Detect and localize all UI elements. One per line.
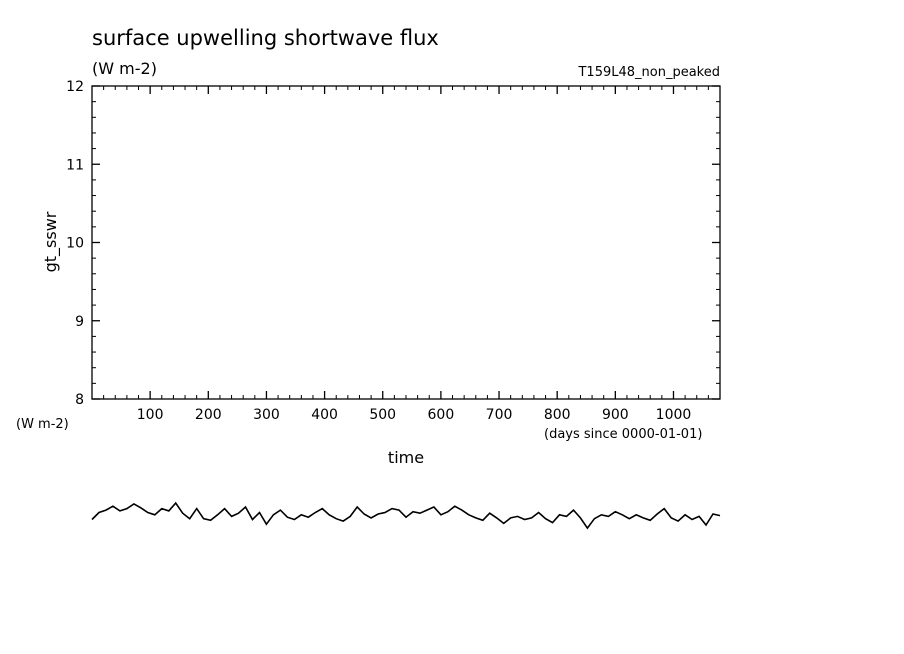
minor-ticks [92,86,720,399]
y-units-label: (W m-2) [16,417,69,432]
x-tick-label: 200 [195,407,222,423]
y-tick-label: 8 [75,392,84,408]
x-tick-label: 900 [602,407,629,423]
y-tick-label: 9 [75,314,84,330]
x-units-label: (days since 0000-01-01) [544,427,702,442]
chart-title: surface upwelling shortwave flux [92,26,439,50]
x-tick-label: 600 [428,407,455,423]
y-tick-label: 10 [66,236,84,252]
series-line [91,501,721,530]
units-label: (W m-2) [92,59,157,78]
x-tick-label: 100 [137,407,164,423]
y-axis-ticks: 8 9 10 11 12 [66,79,720,408]
x-tick-label: 400 [311,407,338,423]
plot-frame [91,85,721,400]
x-tick-label: 300 [253,407,280,423]
x-tick-label: 500 [369,407,396,423]
y-axis-label: gt_sswr [41,211,61,272]
experiment-label: T159L48_non_peaked [577,65,720,80]
x-tick-label: 800 [544,407,571,423]
y-tick-label: 12 [66,79,84,95]
x-tick-label: 1000 [656,407,692,423]
x-axis-ticks: 100 200 300 400 500 600 700 800 900 1000 [137,86,692,423]
x-tick-label: 700 [486,407,513,423]
y-tick-label: 11 [66,157,84,173]
x-axis-label: time [388,448,424,467]
